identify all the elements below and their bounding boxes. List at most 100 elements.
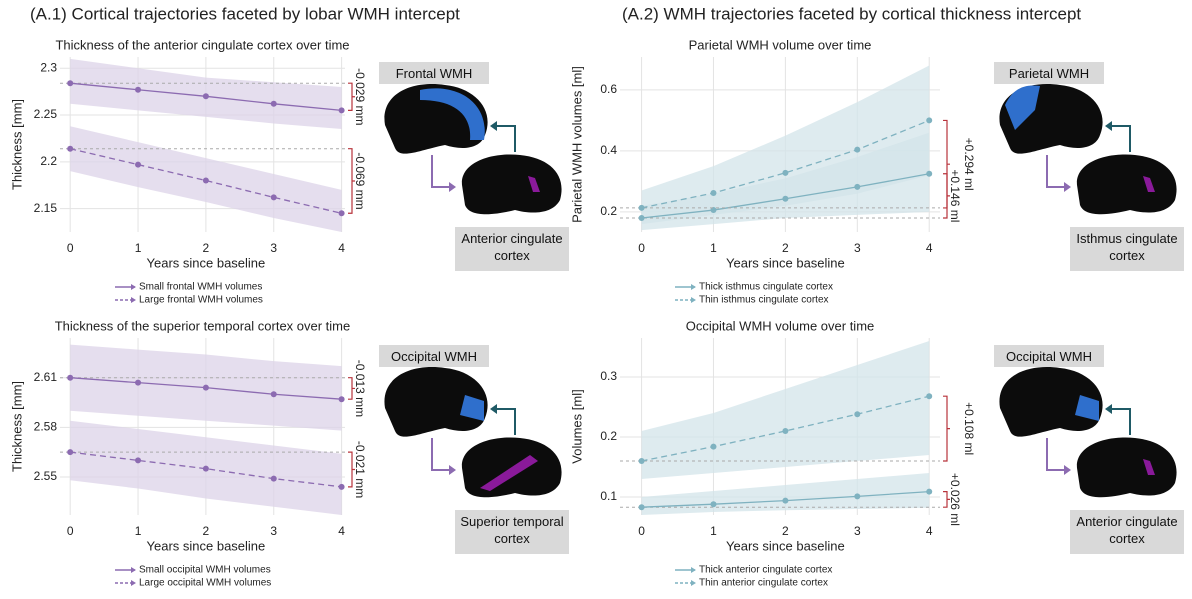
region-label: Occipital WMH	[994, 345, 1104, 367]
wmh-region	[420, 88, 485, 140]
difference-label: +0.026 ml	[948, 473, 962, 526]
bracket	[348, 148, 355, 214]
y-tick-label: 2.55	[34, 469, 58, 483]
chart-title: Parietal WMH volume over time	[689, 37, 872, 52]
point	[710, 207, 717, 214]
point	[67, 374, 74, 381]
legend-arrow	[691, 297, 696, 303]
point	[638, 204, 645, 211]
arrow	[431, 155, 452, 188]
x-tick-label: 4	[338, 524, 345, 538]
brain	[384, 367, 488, 437]
arrow-head	[1064, 465, 1071, 475]
point	[854, 493, 861, 500]
arrow-head	[449, 465, 456, 475]
point	[854, 146, 861, 153]
region-label: Parietal WMH	[994, 62, 1104, 84]
arrow-head	[1105, 404, 1112, 414]
arrow-head	[449, 182, 456, 192]
point	[638, 504, 645, 511]
wmh-region	[1075, 395, 1099, 421]
x-tick-label: 1	[135, 241, 142, 255]
series-line	[70, 451, 342, 488]
point	[782, 497, 789, 504]
x-tick-label: 4	[338, 241, 345, 255]
brain	[461, 154, 562, 215]
point	[638, 214, 645, 221]
x-tick-label: 1	[710, 241, 717, 255]
arrow-head	[1105, 121, 1112, 131]
point	[710, 501, 717, 508]
x-axis-label: Years since baseline	[147, 538, 266, 553]
x-tick-label: 3	[270, 524, 277, 538]
point	[202, 177, 209, 184]
y-tick-label: 0.6	[600, 82, 617, 96]
region-label: Frontal WMH	[379, 62, 489, 84]
point	[135, 379, 142, 386]
legend-arrow	[131, 297, 136, 303]
bracket	[348, 377, 355, 400]
x-tick-label: 0	[67, 524, 74, 538]
legend-arrow	[691, 567, 696, 573]
x-tick-label: 2	[782, 241, 789, 255]
legend-arrow	[691, 284, 696, 290]
target-region	[1143, 459, 1155, 475]
x-tick-label: 1	[135, 524, 142, 538]
point	[135, 86, 142, 93]
legend-label: Large occipital WMH volumes	[139, 578, 271, 589]
x-tick-label: 4	[926, 241, 933, 255]
chart-title: Thickness of the anterior cingulate cort…	[55, 37, 349, 52]
difference-label: -0.013 mm	[353, 360, 367, 417]
x-tick-label: 1	[710, 524, 717, 538]
x-tick-label: 2	[203, 241, 210, 255]
y-tick-label: 2.15	[34, 201, 58, 215]
bracket	[348, 82, 355, 111]
section-heading: (A.2) WMH trajectories faceted by cortic…	[622, 4, 1081, 23]
point	[926, 488, 933, 495]
bracket	[943, 119, 950, 209]
difference-label: +0.108 ml	[962, 402, 976, 455]
y-tick-label: 0.1	[600, 489, 617, 503]
target-label: Anterior cingulate cortex	[455, 227, 569, 271]
point	[710, 189, 717, 196]
arrow	[1108, 408, 1131, 435]
arrow	[1046, 438, 1067, 471]
arrow	[493, 125, 516, 152]
x-tick-label: 3	[854, 241, 861, 255]
legend-label: Thick anterior cingulate cortex	[699, 565, 832, 576]
y-axis-label: Thickness [mm]	[9, 99, 24, 190]
series-line	[641, 395, 930, 462]
arrow-head	[1064, 182, 1071, 192]
point	[926, 117, 933, 124]
point	[710, 443, 717, 450]
point	[135, 457, 142, 464]
target-region	[1143, 176, 1155, 192]
point	[202, 384, 209, 391]
target-label: Superior temporal cortex	[455, 510, 569, 554]
x-tick-label: 0	[638, 241, 645, 255]
bracket	[348, 451, 355, 488]
y-tick-label: 0.2	[600, 429, 617, 443]
point	[270, 100, 277, 107]
difference-label: -0.021 mm	[353, 441, 367, 498]
wmh-region	[460, 395, 484, 421]
legend-arrow	[691, 580, 696, 586]
target-label: Anterior cingulate cortex	[1070, 510, 1184, 554]
x-axis-label: Years since baseline	[726, 255, 845, 270]
section-heading: (A.1) Cortical trajectories faceted by l…	[30, 4, 460, 23]
difference-label: +0.146 ml	[948, 169, 962, 222]
difference-label: +0.294 ml	[962, 138, 976, 191]
point	[67, 145, 74, 152]
series-line	[70, 148, 342, 214]
y-axis-label: Thickness [mm]	[9, 381, 24, 472]
y-tick-label: 0.3	[600, 369, 617, 383]
y-tick-label: 0.4	[600, 143, 617, 157]
point	[338, 483, 345, 490]
bracket	[943, 491, 950, 508]
point	[854, 411, 861, 418]
x-axis-label: Years since baseline	[726, 538, 845, 553]
brain	[1076, 154, 1177, 215]
point	[338, 107, 345, 114]
y-tick-label: 2.61	[34, 370, 58, 384]
